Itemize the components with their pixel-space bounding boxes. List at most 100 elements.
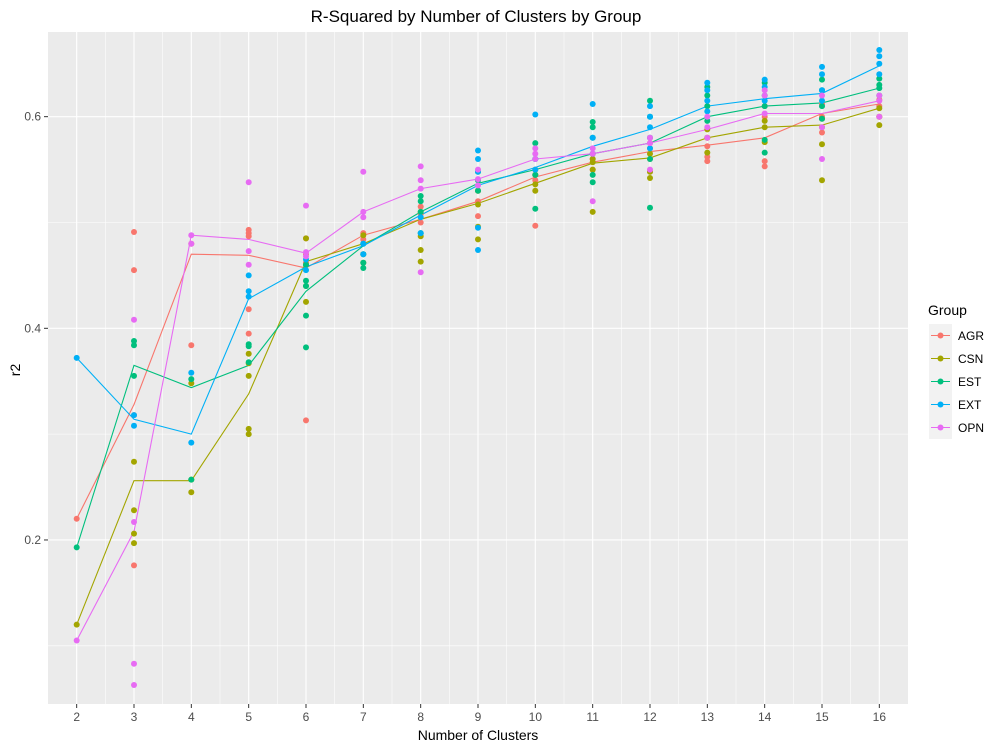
x-axis-label: Number of Clusters [418,727,539,743]
data-point [245,330,252,337]
data-point [303,298,309,305]
data-point [360,236,367,243]
data-point [188,240,195,247]
data-point [475,224,481,231]
data-point [245,288,252,295]
data-point [876,47,883,53]
data-point [417,203,424,210]
data-point [876,53,883,60]
data-point [303,344,309,351]
data-point [417,193,424,199]
x-tick-label: 6 [303,710,310,724]
data-point [819,177,825,184]
data-point [819,76,825,83]
data-point [876,75,883,82]
data-point [245,350,252,357]
data-point [417,247,424,253]
data-point [360,251,367,258]
data-point [131,519,137,525]
data-point [360,168,367,175]
data-point [245,179,252,186]
data-point [647,103,653,110]
data-point [876,81,883,88]
data-point [704,92,711,99]
data-point [532,181,539,188]
data-point [188,380,195,387]
data-point [131,412,137,419]
data-point [245,372,252,379]
data-point [131,507,137,514]
x-tick-label: 5 [245,710,252,724]
data-point [876,71,883,78]
data-point [589,179,596,186]
data-point [417,230,424,237]
data-point [188,342,195,349]
data-point [647,166,653,173]
data-point [131,530,137,537]
data-point [761,136,768,143]
legend-items: AGR CSN EST EXT OPN [929,324,984,439]
data-point [589,124,596,131]
data-point [245,359,252,366]
data-point [532,187,539,194]
data-point [589,156,596,162]
data-point [532,111,539,118]
x-tick-label: 3 [131,710,138,724]
data-point [188,476,195,483]
data-point [475,187,481,194]
data-point [647,204,653,211]
data-point [360,265,367,271]
data-point [245,425,252,432]
y-axis-label: r2 [7,364,23,377]
data-point [475,213,481,220]
x-tick-label: 11 [586,710,599,724]
data-point [819,124,825,131]
data-point [819,97,825,104]
y-tick-label: 0.2 [24,533,41,547]
data-point [761,117,768,124]
data-point [647,150,653,157]
data-point [647,175,653,181]
data-point [761,158,768,165]
data-point [303,249,309,256]
data-point [647,145,653,152]
data-point [360,232,367,239]
legend-item-csn: CSN [929,347,983,370]
data-point [532,205,539,212]
data-point [532,166,539,173]
y-axis: 0.2 0.4 0.6 [24,110,48,547]
legend-item-agr: AGR [929,324,984,347]
data-point [475,147,481,154]
data-point [589,166,596,173]
legend-label: AGR [958,329,984,343]
data-point [131,372,137,379]
data-point [360,259,367,266]
legend-key-point [937,401,944,408]
legend-item-est: EST [929,370,982,393]
data-point [704,149,711,156]
data-point [589,145,596,152]
data-point [360,240,367,247]
data-point [589,198,596,205]
x-tick-label: 7 [360,710,367,724]
data-point [417,219,424,226]
data-point [704,97,711,104]
data-point [131,422,137,429]
data-point [589,134,596,141]
data-point [131,660,137,667]
data-point [131,682,137,688]
data-point [303,267,309,274]
x-tick-label: 8 [417,710,424,724]
data-point [475,201,481,208]
data-point [475,166,481,173]
data-point [188,369,195,376]
x-tick-label: 16 [873,710,887,724]
data-point [761,76,768,83]
data-point [303,202,309,209]
x-tick-label: 10 [529,710,543,724]
data-point [532,222,539,229]
data-point [819,129,825,136]
data-point [761,149,768,156]
data-point [245,261,252,268]
data-point [303,417,309,424]
